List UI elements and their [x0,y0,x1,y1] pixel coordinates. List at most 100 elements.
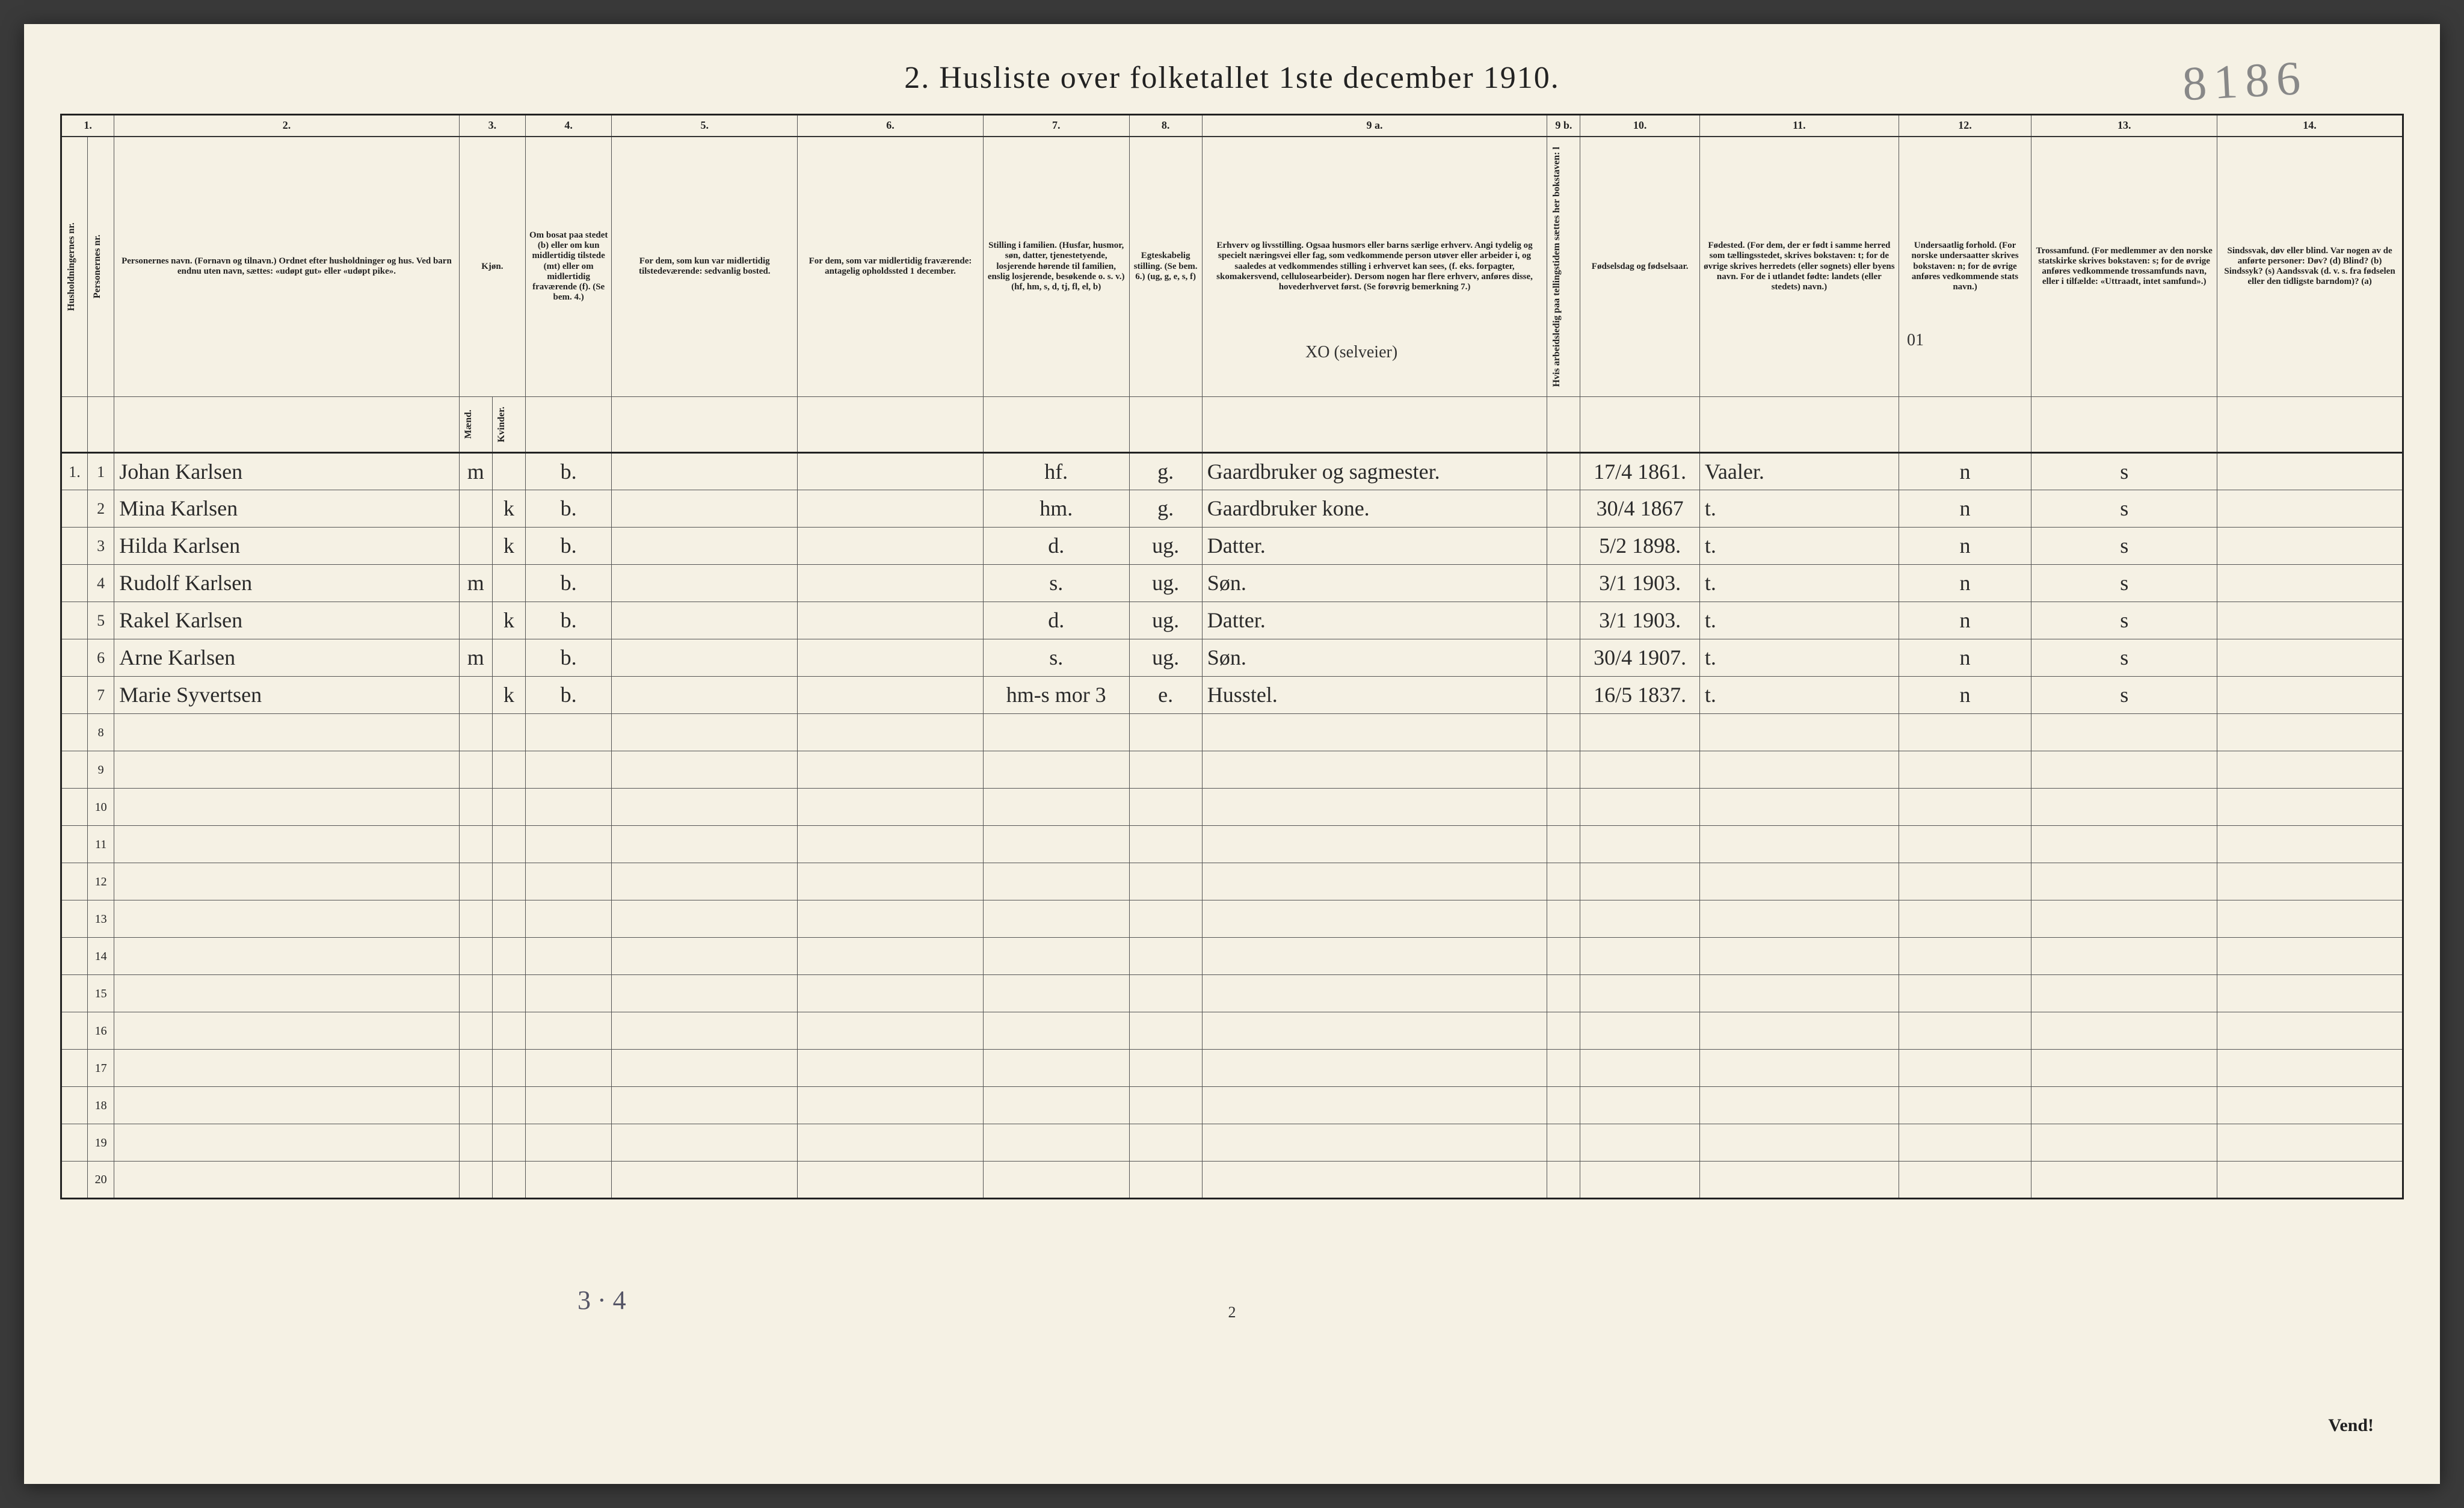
cell-empty [459,863,492,900]
cell-empty [492,900,525,938]
hdr-9b: Hvis arbeidsledig paa tellingstidem sætt… [1547,137,1580,397]
cell-empty [612,1162,798,1199]
cell-empty [1129,900,1202,938]
cell-hh [61,1162,88,1199]
cell-empty [1580,751,1700,789]
handwritten-page-number: 8186 [2181,51,2309,112]
cell-sex-k: k [492,528,525,565]
sub-blank-10 [1547,396,1580,452]
cell-birth: 3/1 1903. [1580,565,1700,602]
cell-empty [2217,975,2403,1012]
cell-empty [983,863,1129,900]
cell-pn: 4 [88,565,114,602]
cell-empty [114,789,459,826]
hdr-4: Om bosat paa stedet (b) eller om kun mid… [525,137,611,397]
cell-hh [61,490,88,528]
cell-empty [612,1050,798,1087]
hdr-1a: Husholdningernes nr. [61,137,88,397]
cell-pn: 12 [88,863,114,900]
colnum-14: 14. [2217,115,2403,137]
cell-empty [1129,751,1202,789]
cell-hh [61,751,88,789]
cell-fam: s. [983,565,1129,602]
cell-pn: 10 [88,789,114,826]
cell-idle [1547,602,1580,639]
cell-empty [612,789,798,826]
cell-hh [61,1012,88,1050]
sub-blank-11 [1580,396,1700,452]
cell-pn: 14 [88,938,114,975]
cell-hh [61,863,88,900]
cell-empty [798,1012,984,1050]
cell-hh: 1. [61,453,88,490]
annotation-11: 01 [1907,331,1924,350]
cell-birth: 17/4 1861. [1580,453,1700,490]
cell-empty [459,938,492,975]
cell-fam: d. [983,528,1129,565]
table-row: 3Hilda Karlsenkb.d.ug.Datter.5/2 1898.t.… [61,528,2403,565]
cell-dis [2217,528,2403,565]
cell-absent [798,677,984,714]
cell-pn: 3 [88,528,114,565]
cell-pn: 20 [88,1162,114,1199]
table-row-empty: 10 [61,789,2403,826]
cell-occ: Søn. [1202,565,1547,602]
colnum-9b: 9 b. [1547,115,1580,137]
cell-empty [612,900,798,938]
census-table: 1. 2. 3. 4. 5. 6. 7. 8. 9 a. 9 b. 10. 11… [60,114,2404,1199]
cell-rel: s [2031,602,2217,639]
footer-page-number: 2 [1228,1303,1236,1322]
cell-away [612,677,798,714]
cell-empty [983,1012,1129,1050]
hdr-6: For dem, som var midlertidig fraværende:… [798,137,984,397]
cell-res: b. [525,677,611,714]
cell-mar: ug. [1129,602,1202,639]
cell-sex-m [459,528,492,565]
cell-empty [2217,1124,2403,1162]
cell-empty [114,751,459,789]
cell-sex-k: k [492,677,525,714]
cell-empty [492,863,525,900]
cell-empty [1580,938,1700,975]
sub-blank-3 [114,396,459,452]
cell-empty [1899,1012,2031,1050]
cell-place: t. [1699,528,1899,565]
cell-pn: 18 [88,1087,114,1124]
cell-empty [798,863,984,900]
cell-empty [492,789,525,826]
cell-mar: g. [1129,490,1202,528]
cell-pn: 1 [88,453,114,490]
table-head: 1. 2. 3. 4. 5. 6. 7. 8. 9 a. 9 b. 10. 11… [61,115,2403,453]
cell-sex-m: m [459,639,492,677]
cell-empty [1129,714,1202,751]
cell-empty [459,751,492,789]
cell-empty [114,1162,459,1199]
cell-absent [798,565,984,602]
cell-pn: 5 [88,602,114,639]
cell-empty [1899,900,2031,938]
cell-empty [1699,1012,1899,1050]
cell-empty [983,714,1129,751]
cell-empty [1699,938,1899,975]
cell-empty [1580,900,1700,938]
hdr-1a-text: Husholdningernes nr. [64,217,78,317]
cell-nat: n [1899,453,2031,490]
cell-empty [1202,1124,1547,1162]
cell-sex-k [492,565,525,602]
cell-empty [612,826,798,863]
cell-name: Arne Karlsen [114,639,459,677]
cell-empty [1580,1162,1700,1199]
cell-empty [459,826,492,863]
cell-place: Vaaler. [1699,453,1899,490]
table-row-empty: 14 [61,938,2403,975]
hdr-3a: Mænd. [459,396,492,452]
census-page: 8186 2. Husliste over folketallet 1ste d… [24,24,2440,1484]
cell-empty [2031,826,2217,863]
cell-empty [798,975,984,1012]
cell-empty [492,938,525,975]
cell-res: b. [525,565,611,602]
cell-empty [2031,751,2217,789]
cell-empty [1202,1050,1547,1087]
cell-idle [1547,565,1580,602]
table-row-empty: 9 [61,751,2403,789]
